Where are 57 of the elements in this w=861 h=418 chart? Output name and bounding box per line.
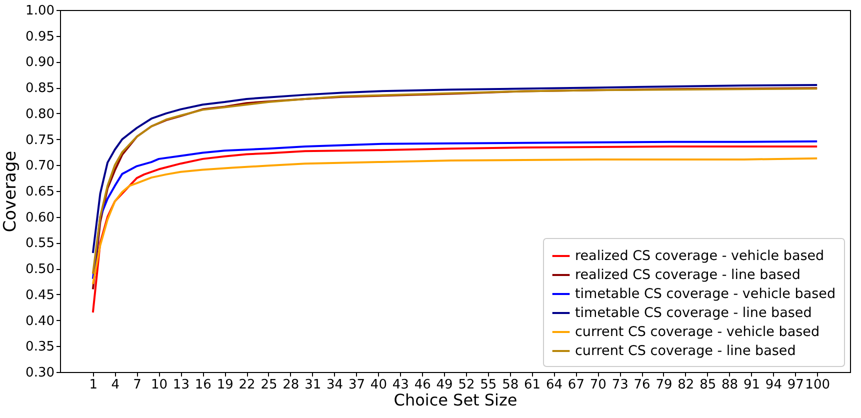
y-tick-label: 0.55 <box>26 236 54 252</box>
x-tick-label: 100 <box>805 378 830 392</box>
y-tick-label: 0.30 <box>26 366 54 380</box>
x-tick-label: 67 <box>568 378 584 392</box>
x-tick-label: 64 <box>546 378 563 392</box>
y-tick-label: 0.80 <box>26 106 54 122</box>
x-tick-label: 61 <box>524 378 541 392</box>
x-tick-label: 37 <box>348 378 366 392</box>
x-tick-label: 10 <box>150 378 168 392</box>
x-tick-label: 55 <box>480 378 497 392</box>
y-tick-label: 0.60 <box>26 210 54 226</box>
y-axis-title: Coverage <box>0 150 21 232</box>
x-axis-title: Choice Set Size <box>394 390 518 410</box>
x-tick-label: 7 <box>133 378 142 392</box>
x-tick-label: 85 <box>700 378 716 392</box>
x-tick-label: 16 <box>194 378 212 392</box>
y-tick-label: 0.85 <box>26 81 54 96</box>
x-tick-label: 28 <box>282 378 300 392</box>
legend-label: current CS coverage - line based <box>575 343 796 359</box>
x-tick-label: 31 <box>304 378 322 392</box>
x-tick-label: 4 <box>111 378 120 392</box>
x-tick-label: 1 <box>89 378 98 392</box>
x-tick-label: 13 <box>172 378 190 392</box>
legend-label: realized CS coverage - line based <box>575 267 800 283</box>
legend-label: timetable CS coverage - vehicle based <box>575 286 836 302</box>
x-tick-label: 22 <box>238 378 256 392</box>
x-tick-label: 91 <box>743 378 760 392</box>
x-tick-label: 73 <box>612 378 628 392</box>
x-tick-label: 76 <box>634 378 650 392</box>
y-tick-label: 0.75 <box>26 132 54 148</box>
x-tick-label: 34 <box>326 378 344 392</box>
x-tick-label: 19 <box>216 378 234 392</box>
y-tick-label: 0.35 <box>26 340 54 355</box>
y-tick-label: 0.50 <box>26 262 54 278</box>
x-tick-label: 94 <box>765 378 782 392</box>
x-tick-label: 25 <box>260 378 278 392</box>
x-tick-label: 97 <box>787 378 804 392</box>
y-tick-label: 0.90 <box>26 55 54 70</box>
x-tick-label: 82 <box>678 378 694 392</box>
y-tick-label: 0.95 <box>26 29 54 44</box>
legend-label: current CS coverage - vehicle based <box>575 324 820 340</box>
x-tick-label: 43 <box>392 378 409 392</box>
x-tick-label: 49 <box>436 378 453 392</box>
y-tick-label: 0.45 <box>26 288 54 303</box>
x-tick-label: 52 <box>458 378 475 392</box>
y-tick-label: 1.00 <box>26 4 54 18</box>
x-tick-label: 88 <box>722 378 738 392</box>
legend-label: realized CS coverage - vehicle based <box>575 248 824 264</box>
x-tick-label: 70 <box>590 378 606 392</box>
x-tick-label: 58 <box>502 378 519 392</box>
y-tick-label: 0.40 <box>26 314 54 329</box>
y-tick-label: 0.65 <box>26 184 54 200</box>
x-tick-label: 46 <box>414 378 431 392</box>
y-tick-label: 0.70 <box>26 158 54 174</box>
legend-label: timetable CS coverage - line based <box>575 305 812 321</box>
x-tick-label: 79 <box>656 378 672 392</box>
x-tick-label: 40 <box>370 378 387 392</box>
